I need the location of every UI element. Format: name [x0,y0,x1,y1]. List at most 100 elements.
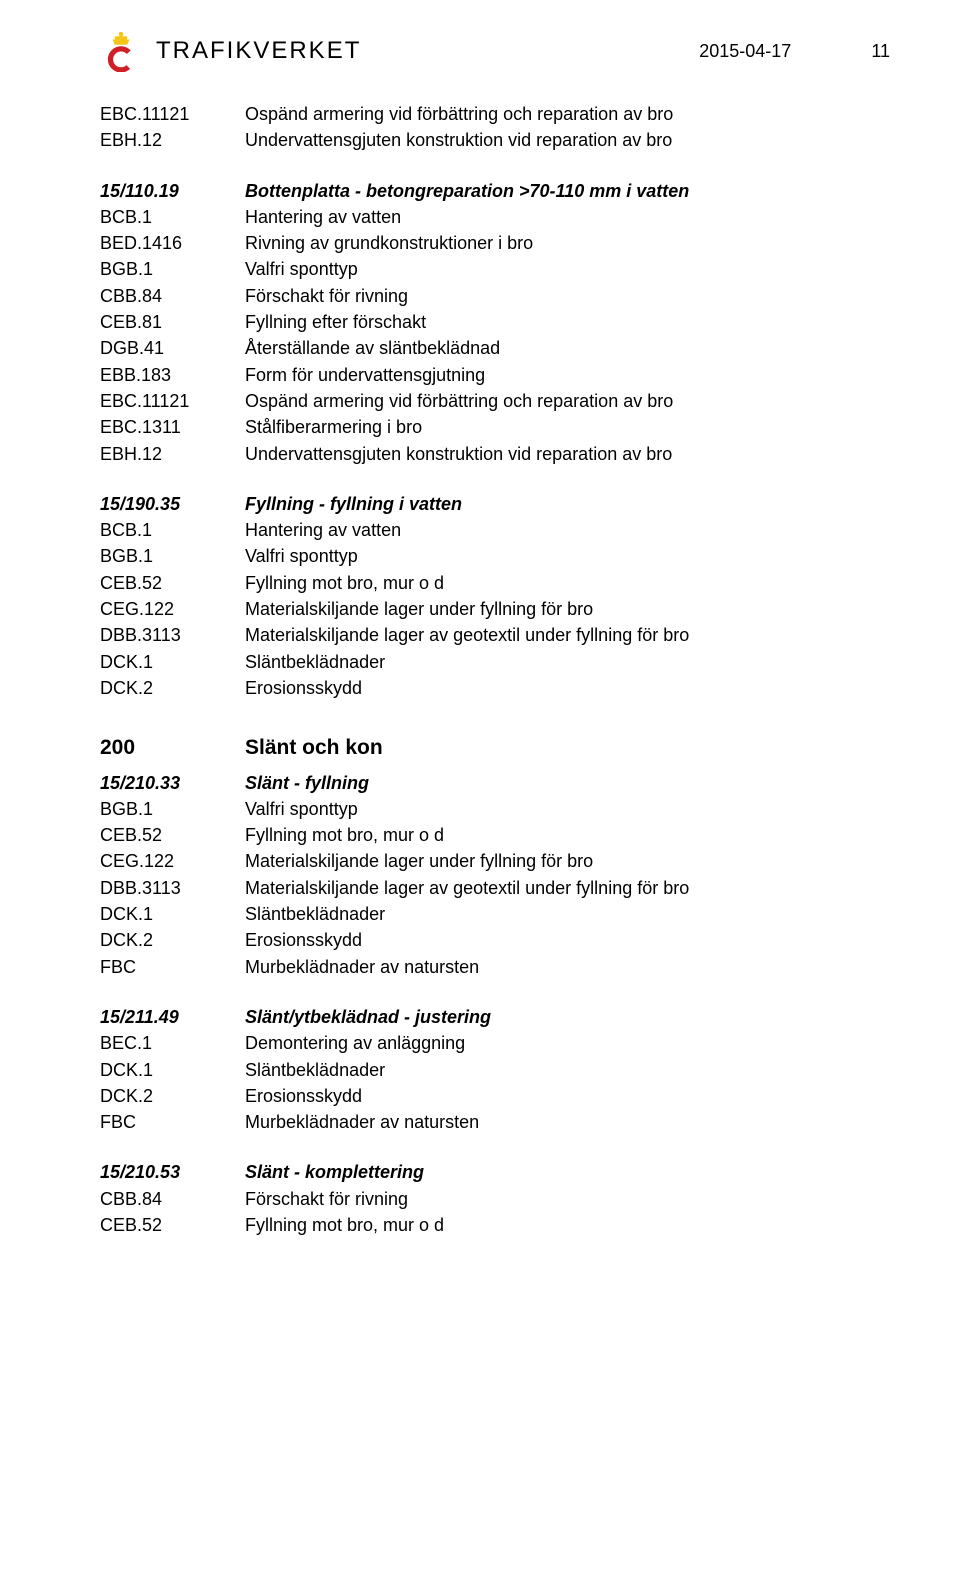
spec-row: CEB.52Fyllning mot bro, mur o d [100,1213,890,1237]
spec-row: BED.1416Rivning av grundkonstruktioner i… [100,231,890,255]
spec-row: FBCMurbeklädnader av natursten [100,955,890,979]
spec-description: Erosionsskydd [245,1084,362,1108]
spec-row: EBH.12Undervattensgjuten konstruktion vi… [100,442,890,466]
spec-description: Förschakt för rivning [245,284,408,308]
spec-row: DCK.1Släntbeklädnader [100,650,890,674]
spec-code: DCK.1 [100,1058,245,1082]
spec-row: CEB.52Fyllning mot bro, mur o d [100,823,890,847]
spec-description: Erosionsskydd [245,676,362,700]
spec-row: 15/210.53Slänt - komplettering [100,1160,890,1184]
spec-row: CEG.122Materialskiljande lager under fyl… [100,849,890,873]
spec-description: Hantering av vatten [245,205,401,229]
spec-row: CEB.81Fyllning efter förschakt [100,310,890,334]
spec-description: Valfri sponttyp [245,544,358,568]
spec-code: EBH.12 [100,128,245,152]
spec-code: BGB.1 [100,544,245,568]
spec-code: DCK.1 [100,902,245,926]
spec-row: DCK.2Erosionsskydd [100,1084,890,1108]
spec-description: Fyllning - fyllning i vatten [245,492,462,516]
spec-description: Form för undervattensgjutning [245,363,485,387]
spacer [100,155,890,179]
spec-code: DGB.41 [100,336,245,360]
spec-code: CBB.84 [100,1187,245,1211]
spec-code: CEG.122 [100,849,245,873]
spec-code: BCB.1 [100,205,245,229]
spec-code: DBB.3113 [100,876,245,900]
spec-description: Materialskiljande lager av geotextil und… [245,876,689,900]
spec-row: DCK.1Släntbeklädnader [100,1058,890,1082]
page-number: 11 [871,39,890,63]
spec-code: 15/210.33 [100,771,245,795]
spec-code: DCK.2 [100,928,245,952]
spec-code: CBB.84 [100,284,245,308]
spec-code: BCB.1 [100,518,245,542]
spec-code: CEB.52 [100,823,245,847]
spec-row: DBB.3113Materialskiljande lager av geote… [100,876,890,900]
spec-description: Fyllning mot bro, mur o d [245,1213,444,1237]
spec-code: DCK.2 [100,676,245,700]
spec-row: BCB.1Hantering av vatten [100,205,890,229]
section-heading: 200Slänt och kon [100,734,890,762]
spec-description: Materialskiljande lager under fyllning f… [245,849,593,873]
spec-row: EBC.11121Ospänd armering vid förbättring… [100,389,890,413]
logo-block: TRAFIKVERKET [100,30,361,72]
spec-code: 15/211.49 [100,1005,245,1029]
spec-row: DGB.41Återställande av släntbeklädnad [100,336,890,360]
spec-description: Stålfiberarmering i bro [245,415,422,439]
spec-row: CEG.122Materialskiljande lager under fyl… [100,597,890,621]
spec-row: 15/190.35Fyllning - fyllning i vatten [100,492,890,516]
spec-row: EBB.183Form för undervattensgjutning [100,363,890,387]
spec-code: FBC [100,1110,245,1134]
spec-code: EBC.11121 [100,389,245,413]
spec-description: Förschakt för rivning [245,1187,408,1211]
spec-row: DCK.2Erosionsskydd [100,928,890,952]
spec-row: 15/211.49Slänt/ytbeklädnad - justering [100,1005,890,1029]
spec-row: BEC.1Demontering av anläggning [100,1031,890,1055]
spec-code: 200 [100,734,245,762]
spec-row: BGB.1Valfri sponttyp [100,797,890,821]
spec-row: BGB.1Valfri sponttyp [100,257,890,281]
spec-description: Fyllning efter förschakt [245,310,426,334]
spec-description: Bottenplatta - betongreparation >70-110 … [245,179,689,203]
spacer [100,468,890,492]
spec-description: Murbeklädnader av natursten [245,1110,479,1134]
spec-code: DCK.2 [100,1084,245,1108]
spec-description: Ospänd armering vid förbättring och repa… [245,389,673,413]
spec-row: FBCMurbeklädnader av natursten [100,1110,890,1134]
spec-row: EBC.11121Ospänd armering vid förbättring… [100,102,890,126]
spec-description: Återställande av släntbeklädnad [245,336,500,360]
spec-description: Erosionsskydd [245,928,362,952]
spec-code: EBB.183 [100,363,245,387]
spec-code: 15/210.53 [100,1160,245,1184]
spec-row: CBB.84Förschakt för rivning [100,284,890,308]
spec-code: DBB.3113 [100,623,245,647]
page-header: TRAFIKVERKET 2015-04-17 11 [100,30,890,72]
spec-description: Slänt - fyllning [245,771,369,795]
spec-description: Fyllning mot bro, mur o d [245,571,444,595]
spec-row: 15/210.33Slänt - fyllning [100,771,890,795]
spec-row: CEB.52Fyllning mot bro, mur o d [100,571,890,595]
spacer [100,702,890,734]
spec-code: BGB.1 [100,797,245,821]
spec-code: CEG.122 [100,597,245,621]
spec-description: Slänt/ytbeklädnad - justering [245,1005,491,1029]
spec-row: EBH.12Undervattensgjuten konstruktion vi… [100,128,890,152]
spec-description: Släntbeklädnader [245,902,385,926]
spec-code: EBC.1311 [100,415,245,439]
spec-description: Släntbeklädnader [245,1058,385,1082]
spacer [100,981,890,1005]
spec-description: Undervattensgjuten konstruktion vid repa… [245,442,672,466]
spec-row: CBB.84Förschakt för rivning [100,1187,890,1211]
spec-code: EBC.11121 [100,102,245,126]
spec-code: CEB.52 [100,571,245,595]
logo-text: TRAFIKVERKET [156,35,361,67]
spec-description: Valfri sponttyp [245,257,358,281]
spec-description: Rivning av grundkonstruktioner i bro [245,231,533,255]
spec-code: DCK.1 [100,650,245,674]
spec-code: BGB.1 [100,257,245,281]
document-body: EBC.11121Ospänd armering vid förbättring… [100,102,890,1237]
spec-description: Ospänd armering vid förbättring och repa… [245,102,673,126]
spec-description: Demontering av anläggning [245,1031,465,1055]
spec-code: CEB.52 [100,1213,245,1237]
spec-row: BGB.1Valfri sponttyp [100,544,890,568]
